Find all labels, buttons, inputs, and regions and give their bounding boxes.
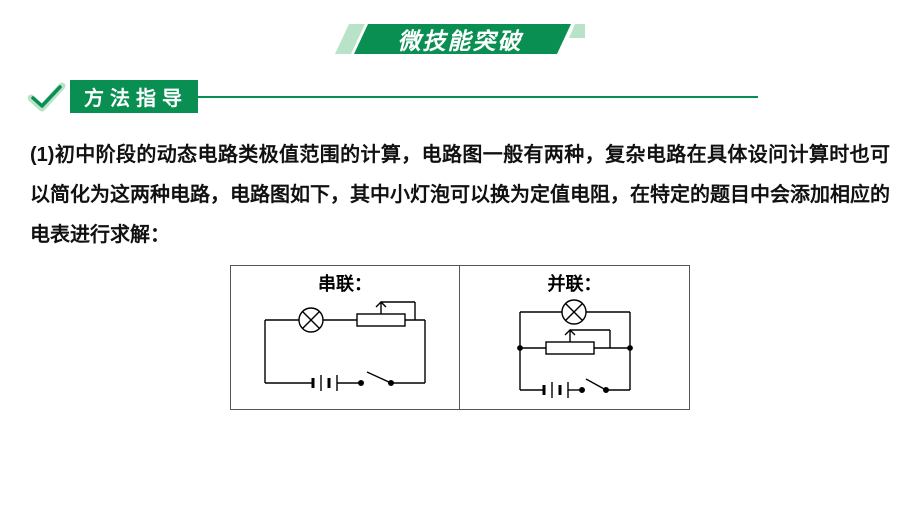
diagram-row: 串联：: [0, 265, 920, 410]
subhead-label: 方法指导: [70, 80, 198, 113]
body-paragraph: (1)初中阶段的动态电路类极值范围的计算，电路图一般有两种，复杂电路在具体设问计…: [30, 135, 890, 255]
parallel-circuit: [490, 298, 660, 403]
title-banner: 微技能突破: [0, 0, 920, 58]
title-text: 微技能突破: [335, 20, 585, 58]
subhead-rule: [198, 96, 758, 98]
series-circuit: [245, 298, 445, 403]
parallel-cell: 并联：: [460, 265, 690, 410]
paragraph-text: 初中阶段的动态电路类极值范围的计算，电路图一般有两种，复杂电路在具体设问计算时也…: [30, 144, 890, 246]
check-icon: [28, 82, 66, 112]
series-cell: 串联：: [230, 265, 460, 410]
series-title: 串联：: [318, 270, 372, 296]
parallel-title: 并联：: [548, 270, 602, 296]
paragraph-lead: (1): [30, 144, 54, 166]
section-subhead: 方法指导: [28, 80, 920, 113]
